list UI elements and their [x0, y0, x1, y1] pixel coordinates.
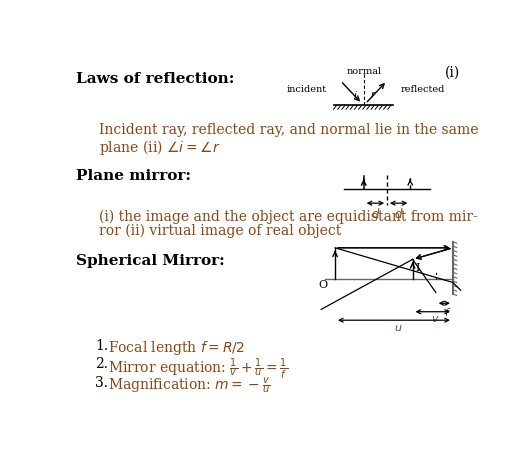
Text: $r$: $r$ [370, 89, 377, 100]
Text: ror (ii) virtual image of real object: ror (ii) virtual image of real object [99, 223, 342, 237]
Text: (i): (i) [446, 66, 461, 80]
Text: 3.: 3. [95, 376, 108, 390]
Text: I: I [416, 263, 420, 273]
Text: $u$: $u$ [394, 323, 403, 332]
Text: O: O [318, 280, 327, 290]
Text: Plane mirror:: Plane mirror: [76, 169, 191, 183]
Text: 1.: 1. [95, 339, 108, 353]
Text: $d$: $d$ [394, 207, 403, 221]
Text: normal: normal [346, 67, 381, 76]
Text: reflected: reflected [401, 85, 445, 95]
Text: (i) the image and the object are equidistant from mir-: (i) the image and the object are equidis… [99, 209, 479, 224]
Text: Focal length $f = R/2$: Focal length $f = R/2$ [108, 339, 245, 357]
Text: $d$: $d$ [371, 207, 380, 221]
Text: $v$: $v$ [431, 314, 440, 324]
Text: Magnification: $m = -\frac{v}{u}$: Magnification: $m = -\frac{v}{u}$ [108, 376, 270, 396]
Text: Spherical Mirror:: Spherical Mirror: [76, 254, 225, 268]
Text: 2.: 2. [95, 357, 108, 371]
Text: incident: incident [287, 85, 326, 95]
Text: Mirror equation: $\frac{1}{v} + \frac{1}{u} = \frac{1}{f}$: Mirror equation: $\frac{1}{v} + \frac{1}… [108, 357, 288, 382]
Text: $f$: $f$ [444, 306, 451, 318]
Text: plane (ii) $\angle i = \angle r$: plane (ii) $\angle i = \angle r$ [99, 138, 221, 157]
Text: $i$: $i$ [353, 89, 358, 100]
Text: Laws of reflection:: Laws of reflection: [76, 72, 235, 86]
Text: Incident ray, reflected ray, and normal lie in the same: Incident ray, reflected ray, and normal … [99, 123, 479, 137]
